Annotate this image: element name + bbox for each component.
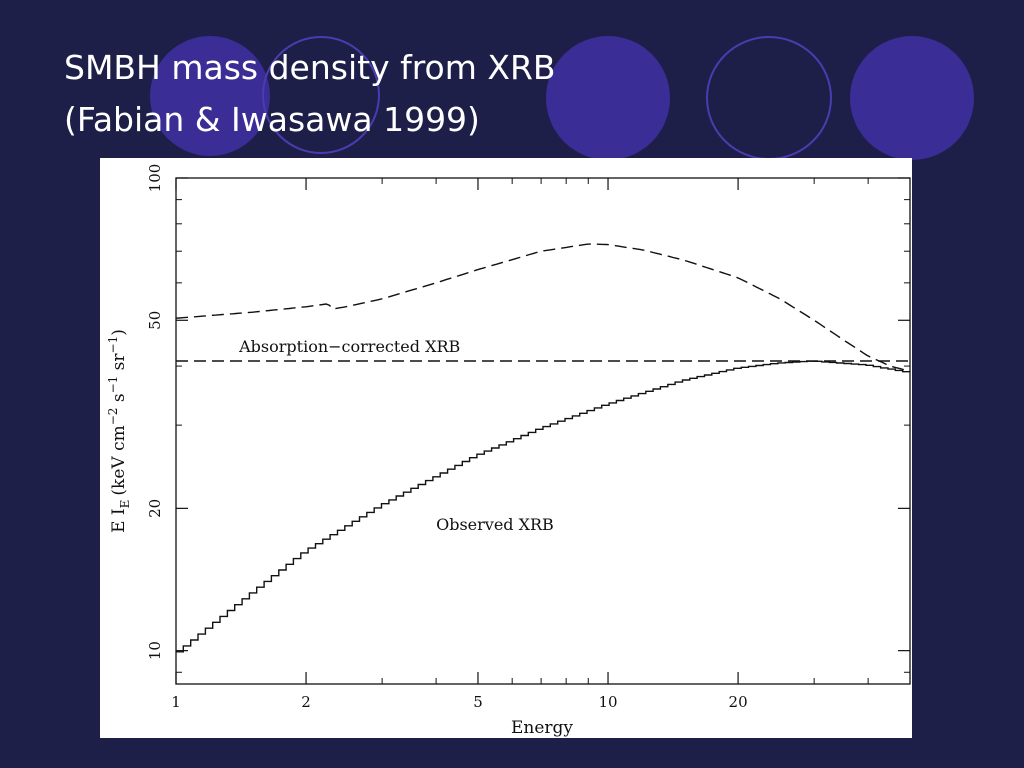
- chart-labels: 1 2 5 10 20 10 20 50 100 Absorption−corrected XRB…: [146, 164, 748, 711]
- chart-svg: 1 2 5 10 20 10 20 50 100 Absorption−corrected XRB…: [106, 164, 911, 738]
- x-tick-label: 1: [171, 693, 181, 711]
- chart-series: [175, 243, 911, 653]
- plot-area-border: [175, 177, 911, 685]
- decor-circle-2: [262, 36, 380, 154]
- y-tick-label: 50: [146, 311, 164, 330]
- y-label-main: E I: [109, 508, 129, 533]
- decor-circle-5: [850, 36, 974, 160]
- y-label-sup3: −1: [106, 336, 120, 354]
- x-tick-label: 10: [598, 693, 617, 711]
- y-tick-label: 20: [146, 499, 164, 518]
- decor-circle-1: [150, 36, 270, 156]
- x-tick-label: 5: [473, 693, 483, 711]
- y-label-sup2: −1: [106, 376, 120, 394]
- x-axis-label: Energy: [511, 718, 573, 738]
- decor-circle-3: [546, 36, 670, 160]
- y-tick-label: 100: [146, 164, 164, 193]
- y-label-s: s: [109, 393, 129, 407]
- slide-title-line-1: SMBH mass density from XRB: [64, 48, 556, 87]
- chart-panel: 1 2 5 10 20 10 20 50 100 Absorption−corrected XRB…: [100, 158, 912, 738]
- y-label-units: (keV cm: [109, 425, 129, 495]
- axis-ticks: [175, 177, 910, 684]
- slide-title-line-2: (Fabian & Iwasawa 1999): [64, 100, 480, 139]
- decor-circle-4: [706, 36, 832, 160]
- x-tick-label: 2: [301, 693, 311, 711]
- x-tick-label: 20: [729, 693, 748, 711]
- series-line-upper-dashed: [175, 243, 911, 372]
- y-label-sub: E: [118, 500, 132, 509]
- y-label-sup1: −2: [106, 408, 120, 426]
- y-label-close: ): [109, 329, 129, 336]
- y-tick-label: 10: [146, 641, 164, 660]
- annotation-label: Absorption−corrected XRB: [238, 337, 460, 356]
- y-label-sr: sr: [109, 353, 129, 376]
- y-axis-label: E IE(keV cm−2 s−1 sr−1): [106, 329, 132, 533]
- annotation-label: Observed XRB: [436, 515, 554, 534]
- series-line-observed: [176, 360, 910, 653]
